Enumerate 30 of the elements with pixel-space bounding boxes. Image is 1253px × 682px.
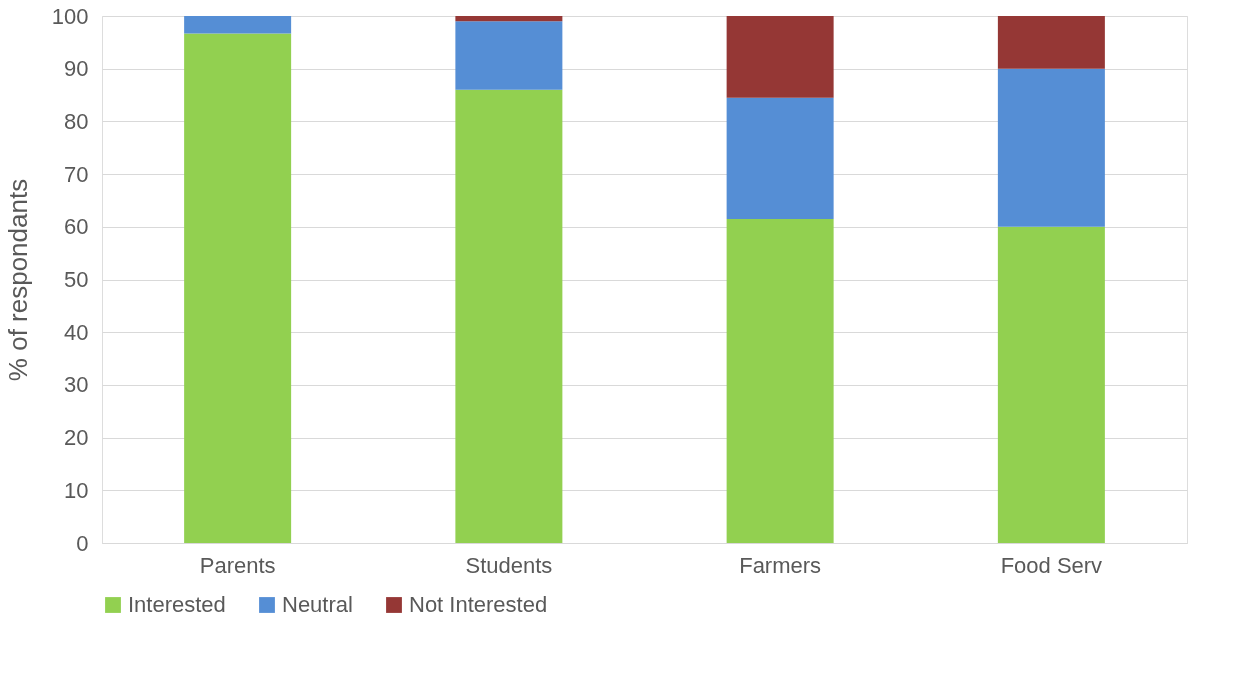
y-tick-label: 100 <box>51 3 89 29</box>
bar <box>997 16 1105 69</box>
legend-label: Interested <box>128 592 226 617</box>
x-tick-label: Farmers <box>739 552 822 578</box>
y-axis-title: % of respondants <box>2 178 33 382</box>
y-tick-label: 50 <box>64 267 89 292</box>
bar <box>997 226 1105 543</box>
y-tick-label: 10 <box>64 477 89 503</box>
y-tick-label: 30 <box>64 372 89 398</box>
y-tick-label: 0 <box>76 530 89 556</box>
x-tick-label: Food Serv <box>1000 552 1103 578</box>
x-tick-label: Students <box>465 552 553 578</box>
bar <box>726 218 834 543</box>
bar <box>184 16 292 34</box>
bar <box>455 21 563 90</box>
y-tick-label: 40 <box>64 319 89 345</box>
bar <box>726 16 834 98</box>
y-tick-label: 80 <box>64 108 89 134</box>
bar <box>455 89 563 543</box>
y-tick-label: 90 <box>64 56 89 82</box>
legend-label: Not Interested <box>409 592 548 617</box>
y-tick-label: 70 <box>64 161 89 187</box>
y-tick-label: 20 <box>64 425 89 451</box>
y-tick-label: 60 <box>64 214 89 240</box>
bar <box>455 16 563 22</box>
legend-label: Neutral <box>282 592 353 617</box>
bar <box>184 33 292 543</box>
bar <box>726 97 834 219</box>
bar <box>997 68 1105 227</box>
x-tick-label: Parents <box>199 552 276 578</box>
